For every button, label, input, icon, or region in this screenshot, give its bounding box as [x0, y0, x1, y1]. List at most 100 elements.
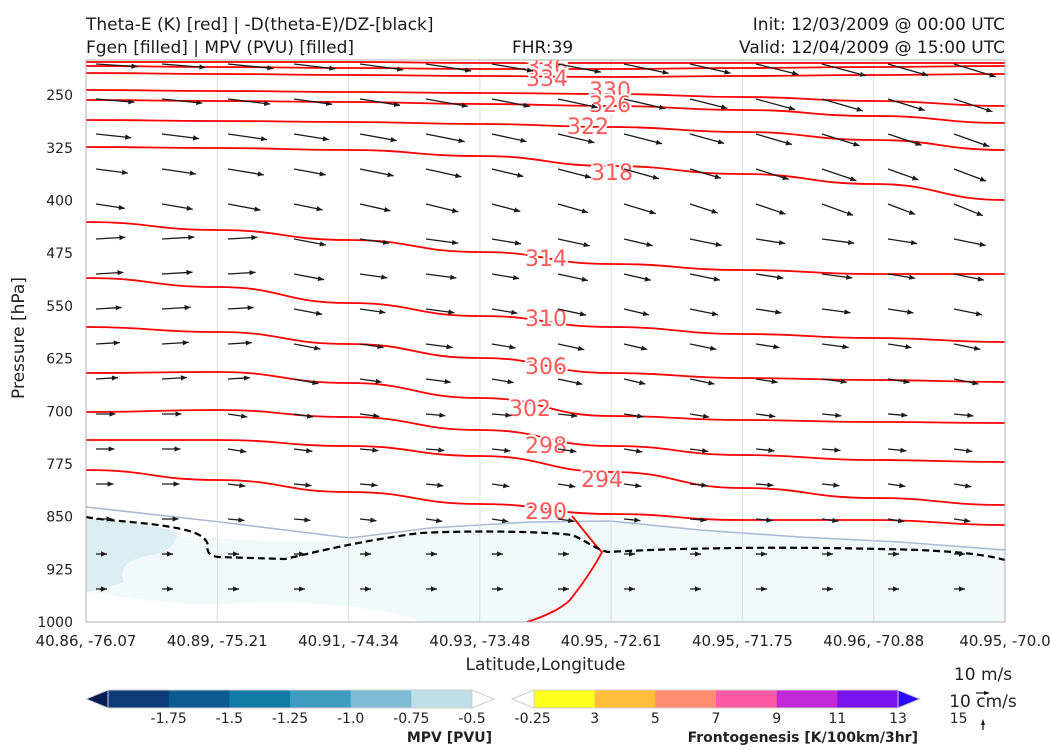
wind-arrow-head: [304, 517, 311, 523]
wind-vectors: [95, 63, 996, 592]
wind-arrow: [425, 133, 465, 143]
wind-arrow-head: [584, 173, 592, 179]
wind-arrow-head: [317, 276, 325, 282]
wind-arrow: [359, 133, 397, 142]
colorbar-extend-right: [897, 689, 922, 709]
wind-arrow-head: [512, 275, 520, 281]
wind-arrow-head: [766, 517, 773, 523]
contour-label-330: 330: [589, 79, 631, 104]
wind-arrow-head: [985, 107, 993, 113]
colorbar-extend-left: [510, 689, 535, 709]
wind-arrow: [95, 63, 138, 68]
theta-e-contour-294: [86, 439, 1005, 506]
wind-arrow-head: [437, 482, 444, 488]
wind-arrow-head: [186, 269, 193, 276]
wind-arrow-head: [192, 135, 200, 141]
wind-arrow-head: [509, 344, 516, 350]
wind-arrow: [821, 63, 867, 77]
wind-arrow-head: [636, 413, 644, 419]
wind-arrow-head: [761, 551, 767, 557]
wind-arrow-head: [377, 343, 384, 350]
wind-arrow-head: [966, 448, 973, 454]
colorbar-tick-label: -0.75: [393, 711, 429, 727]
wind-arrow: [227, 63, 274, 70]
wind-arrow: [227, 98, 271, 105]
wind-arrow-head: [724, 69, 731, 75]
theta-e-contour-338: [86, 61, 1005, 64]
wind-arrow-head: [325, 100, 333, 107]
wind-arrow: [425, 98, 468, 108]
wind-arrow-head: [635, 482, 642, 489]
wind-arrow-head: [782, 175, 789, 181]
wind-arrow-head: [899, 482, 906, 489]
wind-arrow-head: [113, 340, 120, 346]
wind-arrow-head: [128, 99, 135, 105]
wind-arrow-head: [964, 483, 972, 489]
wind-arrow-head: [306, 413, 314, 419]
wind-arrow-head: [976, 211, 983, 216]
wind-arrow-head: [893, 586, 899, 592]
colorbar-tick-label: 3: [590, 711, 599, 727]
wind-arrow-head: [118, 204, 125, 211]
frontogenesis-colorbar: 3 5 7 9 11 13 15: [510, 689, 968, 727]
wind-arrow-head: [393, 101, 401, 107]
wind-arrow-head: [503, 483, 510, 489]
wind-arrow-head: [827, 586, 833, 592]
wind-arrow-head: [186, 205, 193, 211]
wind-arrow-head: [634, 517, 641, 523]
x-tick-label: 40.89, -75.21: [167, 632, 268, 650]
theta-e-contour-298: [86, 409, 1005, 463]
y-tick-label-550: 550: [46, 299, 73, 315]
wind-arrow-head: [438, 447, 445, 453]
wind-arrow-head: [701, 482, 708, 488]
colorbar-tick-label: -1.0: [337, 711, 364, 727]
wind-arrow-head: [791, 70, 799, 76]
colorbar-swatch: [594, 690, 656, 708]
colorbar-swatch: [837, 690, 899, 708]
wind-arrow-head: [849, 176, 857, 182]
wind-arrow-head: [372, 447, 379, 453]
wind-arrow-head: [846, 210, 854, 216]
wind-arrow-head: [570, 448, 577, 454]
wind-arrow-head: [715, 241, 722, 247]
wind-arrow-head: [365, 586, 371, 592]
wind-arrow-head: [384, 207, 391, 213]
wind-arrow: [293, 98, 333, 105]
wind-arrow-head: [263, 100, 271, 106]
x-tick-label: 40.91, -74.34: [298, 632, 399, 650]
wind-arrow-head: [439, 412, 446, 418]
wind-arrow-head: [713, 276, 720, 282]
wind-arrow-head: [581, 276, 588, 282]
wind-arrow-head: [702, 413, 710, 419]
wind-arrow-head: [513, 207, 521, 213]
wind-arrow-head: [455, 173, 462, 179]
wind-arrow-head: [767, 482, 774, 488]
wind-arrow-head: [900, 447, 907, 453]
wind-arrow-head: [306, 447, 313, 454]
theta-e-contour-314: [86, 221, 1005, 275]
wind-arrow-head: [371, 482, 378, 488]
neg-dtheta-dz-contour: [86, 515, 1005, 562]
wind-arrow-head: [131, 63, 138, 69]
wind-arrow-head: [121, 169, 129, 175]
colorbar-swatch: [411, 690, 473, 708]
wind-arrow-head: [708, 380, 715, 386]
contour-label-334: 334: [526, 67, 568, 92]
wind-arrow-head: [117, 270, 124, 276]
colorbar-tick-label: 9: [772, 711, 781, 727]
contour-label-338: 338: [526, 55, 568, 80]
wind-arrow-head: [299, 551, 305, 557]
wind-arrow-head: [982, 142, 990, 147]
wind-arrow: [557, 98, 598, 109]
wind-arrow-head: [714, 174, 721, 180]
wind-arrow-head: [571, 412, 578, 419]
wind-arrow-head: [523, 102, 530, 108]
wind-arrow-head: [370, 517, 377, 523]
init-time: Init: 12/03/2009 @ 00:00 UTC: [752, 15, 1005, 35]
wind-arrow-head: [773, 344, 780, 350]
contour-label-306: 306: [525, 355, 567, 380]
wind-arrow-head: [915, 140, 922, 146]
wind-arrow-head: [458, 137, 465, 144]
wind-arrow-head: [577, 345, 585, 351]
